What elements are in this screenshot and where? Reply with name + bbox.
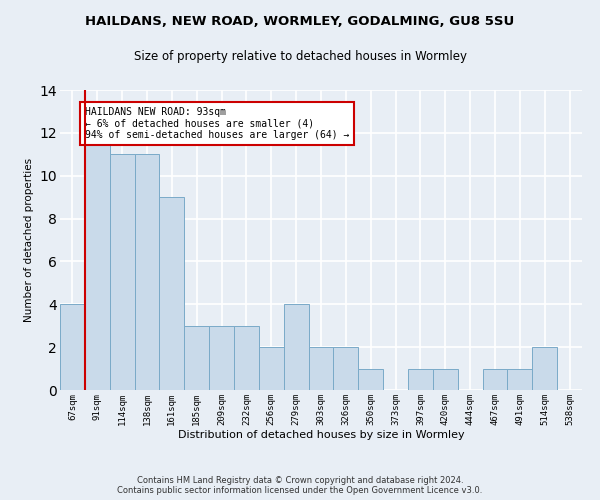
Bar	[134, 154, 160, 390]
Bar	[259, 347, 284, 390]
Y-axis label: Number of detached properties: Number of detached properties	[24, 158, 34, 322]
Bar	[284, 304, 308, 390]
Bar	[532, 347, 557, 390]
Text: Contains HM Land Registry data © Crown copyright and database right 2024.
Contai: Contains HM Land Registry data © Crown c…	[118, 476, 482, 495]
Bar	[209, 326, 234, 390]
Bar	[308, 347, 334, 390]
Text: Distribution of detached houses by size in Wormley: Distribution of detached houses by size …	[178, 430, 464, 440]
Text: HAILDANS NEW ROAD: 93sqm
← 6% of detached houses are smaller (4)
94% of semi-det: HAILDANS NEW ROAD: 93sqm ← 6% of detache…	[85, 107, 349, 140]
Bar	[482, 368, 508, 390]
Bar	[508, 368, 532, 390]
Text: Size of property relative to detached houses in Wormley: Size of property relative to detached ho…	[133, 50, 467, 63]
Bar	[60, 304, 85, 390]
Bar	[234, 326, 259, 390]
Bar	[160, 197, 184, 390]
Bar	[110, 154, 134, 390]
Bar	[433, 368, 458, 390]
Bar	[408, 368, 433, 390]
Bar	[85, 133, 110, 390]
Bar	[358, 368, 383, 390]
Bar	[334, 347, 358, 390]
Bar	[184, 326, 209, 390]
Text: HAILDANS, NEW ROAD, WORMLEY, GODALMING, GU8 5SU: HAILDANS, NEW ROAD, WORMLEY, GODALMING, …	[85, 15, 515, 28]
